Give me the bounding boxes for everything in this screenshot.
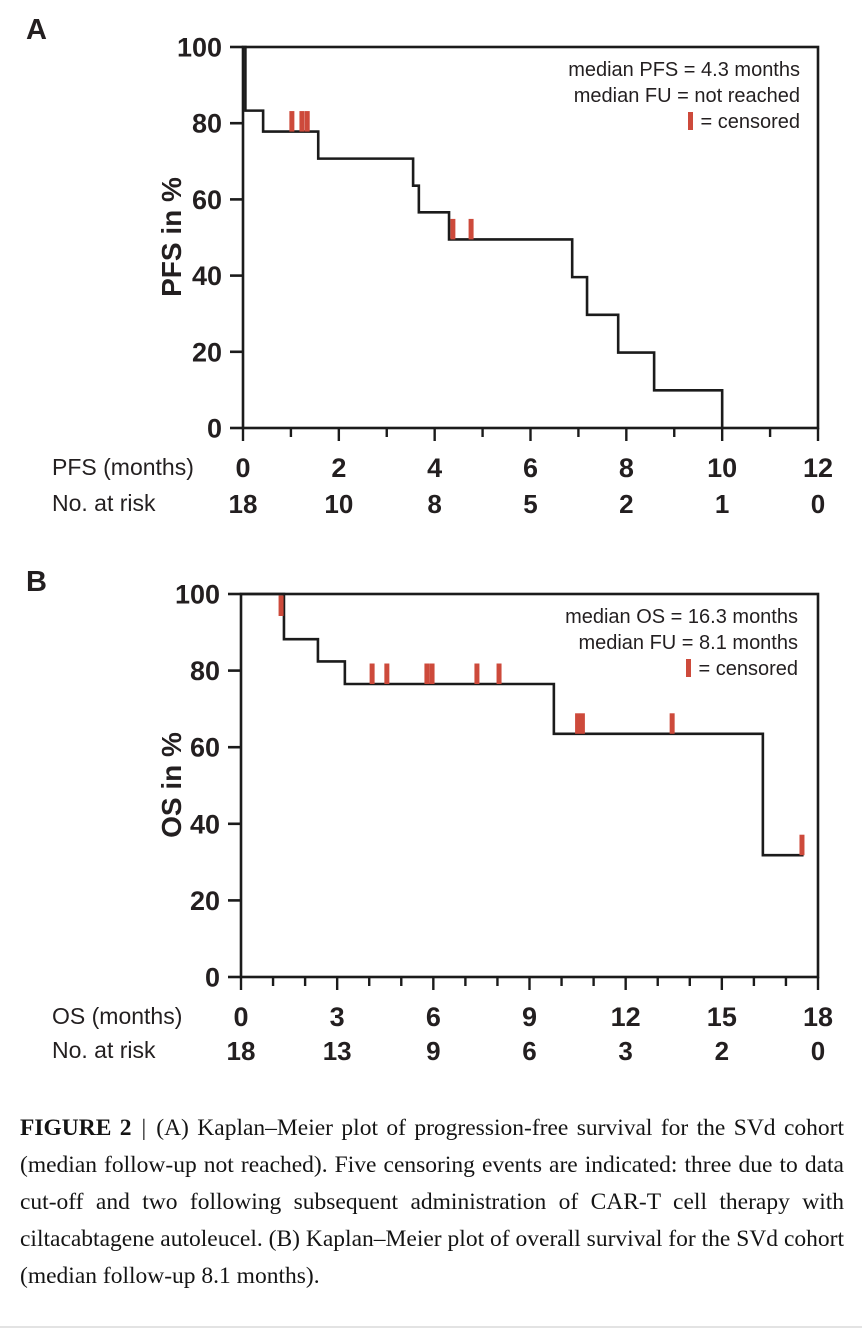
kaplan-meier-plots: 0204060801000182104865821011200204060801… <box>175 33 833 1067</box>
panel-a-y-tick-label: 100 <box>177 33 222 63</box>
figure-caption-text: (A) Kaplan–Meier plot of progression-fre… <box>20 1114 844 1289</box>
panel-a-risk-count: 5 <box>523 489 537 519</box>
panel-b-risk-count: 6 <box>522 1036 536 1066</box>
panel-a-risk-count: 10 <box>324 489 353 519</box>
panel-b-censor-mark <box>799 834 805 856</box>
censored-tick-icon <box>686 659 692 677</box>
panel-a-legend-censored: = censored <box>568 109 800 135</box>
panel-a-censor-mark <box>289 111 295 132</box>
panel-a-y-tick-label: 20 <box>192 337 222 367</box>
panel-b-censor-mark <box>424 663 430 685</box>
panel-a-km-curve <box>243 45 724 428</box>
figure-caption: FIGURE 2 | (A) Kaplan–Meier plot of progre… <box>20 1110 844 1295</box>
figure-caption-separator: | <box>141 1114 147 1141</box>
panel-a-censor-mark <box>299 111 305 132</box>
panel-b-censor-mark <box>579 713 585 734</box>
panel-b-y-tick-label: 0 <box>205 963 220 993</box>
panel-a-censor-mark <box>468 218 474 240</box>
panel-b-censor-mark <box>384 663 390 685</box>
panel-b-risk-count: 2 <box>715 1036 729 1066</box>
panel-b-x-tick-label: 0 <box>233 1002 248 1032</box>
panel-a-risk-count: 2 <box>619 489 633 519</box>
panel-b-x-tick-label: 18 <box>803 1002 833 1032</box>
panel-b-risk-count: 18 <box>227 1036 256 1066</box>
panel-b-legend-median-fu: median FU = 8.1 months <box>578 632 798 654</box>
panel-b-x-axis-label: OS (months) <box>52 1003 183 1029</box>
panel-a-y-tick-label: 60 <box>192 185 222 215</box>
panel-b-risk-count: 0 <box>811 1036 825 1066</box>
panel-a-x-axis-label: PFS (months) <box>52 454 194 480</box>
panel-b-x-tick-label: 9 <box>522 1002 537 1032</box>
panel-a-x-tick-label: 12 <box>803 453 833 483</box>
panel-b-censor-mark <box>575 713 581 734</box>
panel-a-risk-count: 18 <box>229 489 258 519</box>
panel-b-legend-censored-text: = censored <box>698 658 798 680</box>
panel-b-risk-count: 9 <box>426 1036 440 1066</box>
panel-a-risk-count: 0 <box>811 489 825 519</box>
panel-b-legend-censored: = censored <box>565 656 798 682</box>
panel-b-x-tick-label: 15 <box>707 1002 737 1032</box>
panel-a-censor-mark <box>450 218 456 240</box>
panel-b-y-tick-label: 80 <box>190 656 220 686</box>
panel-a-x-tick-label: 4 <box>427 453 442 483</box>
panel-b-x-tick-label: 12 <box>611 1002 641 1032</box>
panel-a-censor-mark <box>304 111 310 132</box>
panel-a-risk-count: 1 <box>715 489 729 519</box>
panel-a-risk-row-label: No. at risk <box>52 490 156 516</box>
panel-a-y-tick-label: 80 <box>192 109 222 139</box>
panel-b-censor-mark <box>474 663 480 685</box>
panel-b-y-tick-label: 100 <box>175 580 220 610</box>
panel-a-legend: median PFS = 4.3 months median FU = not … <box>568 57 800 135</box>
panel-a-x-tick-label: 8 <box>619 453 634 483</box>
panel-b-y-tick-label: 40 <box>190 809 220 839</box>
panel-a-y-tick-label: 0 <box>207 414 222 444</box>
panel-b-km-curve <box>241 592 804 857</box>
panel-b-y-tick-label: 20 <box>190 886 220 916</box>
figure-caption-label: FIGURE 2 <box>20 1114 132 1141</box>
panel-b-risk-row-label: No. at risk <box>52 1037 156 1063</box>
censored-tick-icon <box>688 112 694 130</box>
panel-b-censor-mark <box>369 663 375 685</box>
panel-a-legend-median-pfs: median PFS = 4.3 months <box>568 59 800 81</box>
panel-a-x-tick-label: 2 <box>331 453 346 483</box>
panel-a-y-tick-label: 40 <box>192 261 222 291</box>
panel-a-x-tick-label: 0 <box>235 453 250 483</box>
panel-a-legend-censored-text: = censored <box>700 111 800 133</box>
panel-b-legend-median-os: median OS = 16.3 months <box>565 606 798 628</box>
panel-a-risk-count: 8 <box>427 489 441 519</box>
panel-b-y-tick-label: 60 <box>190 733 220 763</box>
panel-a-x-tick-label: 6 <box>523 453 538 483</box>
panel-b-censor-mark <box>669 713 675 734</box>
panel-b-censor-mark <box>429 663 435 685</box>
panel-a-letter: A <box>26 14 47 46</box>
panel-b-x-tick-label: 3 <box>330 1002 345 1032</box>
panel-b-censor-mark <box>278 595 284 616</box>
panel-b-risk-count: 13 <box>323 1036 352 1066</box>
panel-a-x-tick-label: 10 <box>707 453 737 483</box>
panel-b-x-tick-label: 6 <box>426 1002 441 1032</box>
panel-b-letter: B <box>26 566 47 598</box>
panel-a-legend-median-fu: median FU = not reached <box>573 85 800 107</box>
panel-b-risk-count: 3 <box>618 1036 632 1066</box>
panel-b-legend: median OS = 16.3 months median FU = 8.1 … <box>565 604 798 682</box>
panel-b-censor-mark <box>496 663 502 685</box>
